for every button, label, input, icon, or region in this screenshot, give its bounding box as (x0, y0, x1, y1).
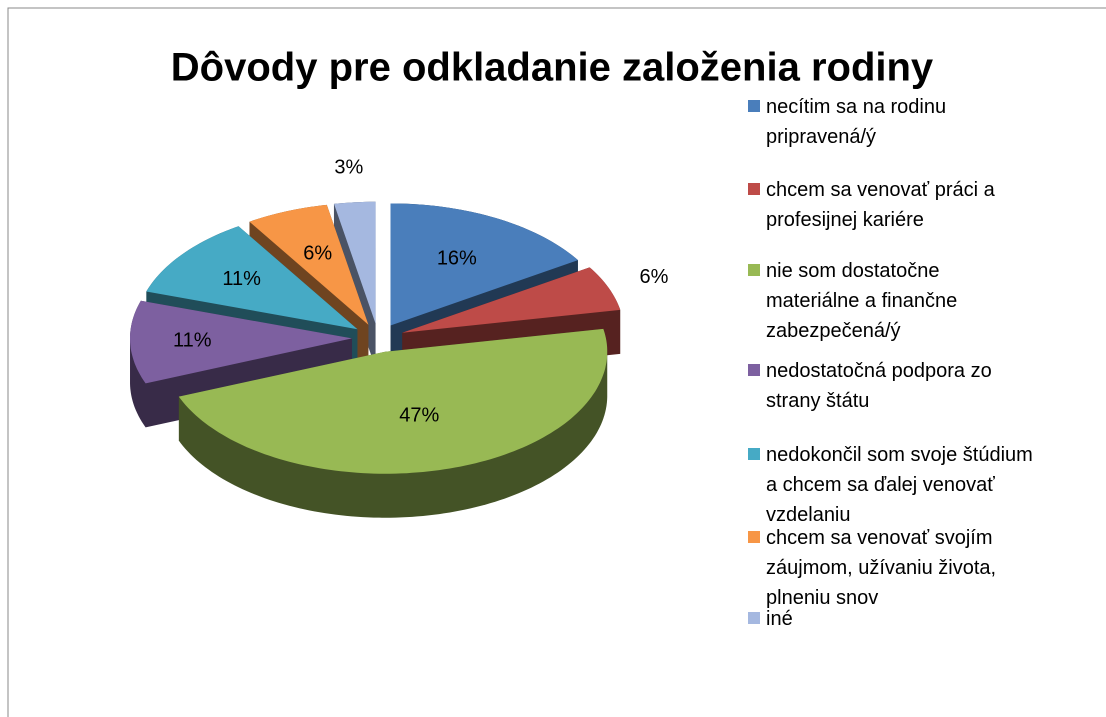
legend-item: necítim sa na rodinu pripravená/ý (748, 92, 1038, 152)
legend-label: chcem sa venovať svojím záujmom, užívani… (766, 527, 997, 609)
legend-label: iné (766, 608, 793, 630)
legend-item: nie som dostatočne materiálne a finančne… (748, 256, 1038, 346)
legend-swatch (748, 448, 760, 460)
legend-swatch (748, 183, 760, 195)
data-label: 6% (640, 266, 669, 288)
slice (390, 203, 578, 326)
legend-label: nedokončil som svoje štúdium a chcem sa … (766, 444, 1033, 526)
legend-label: nie som dostatočne materiálne a finančne… (766, 260, 958, 342)
legend-label: necítim sa na rodinu pripravená/ý (766, 96, 947, 148)
slice (146, 226, 358, 330)
chart-title: Dôvody pre odkladanie založenia rodiny (171, 46, 934, 90)
legend-item: nedokončil som svoje štúdium a chcem sa … (748, 440, 1038, 530)
legend-item: chcem sa venovať práci a profesijnej kar… (748, 175, 1038, 235)
slice (130, 300, 352, 384)
legend-swatch (748, 264, 760, 276)
slice (334, 201, 376, 324)
legend-swatch (748, 531, 760, 543)
pie: 16% 6% 47% 11% 11% 6% 3% (130, 157, 669, 518)
legend-label: nedostatočná podpora zo strany štátu (766, 360, 992, 412)
slice (249, 204, 369, 325)
legend-label: chcem sa venovať práci a profesijnej kar… (766, 179, 995, 231)
chart-border (7, 7, 1106, 717)
data-label: 47% (399, 404, 439, 426)
legend-swatch (748, 100, 760, 112)
data-label: 3% (334, 157, 363, 179)
legend-swatch (748, 364, 760, 376)
legend-item: iné (748, 604, 1038, 634)
legend-item: chcem sa venovať svojím záujmom, užívani… (748, 523, 1038, 613)
slice (178, 328, 608, 474)
legend-item: nedostatočná podpora zo strany štátu (748, 356, 1038, 416)
data-label: 6% (303, 243, 332, 265)
data-label: 11% (173, 329, 212, 351)
slice (402, 267, 621, 333)
data-label: 11% (222, 268, 261, 290)
legend-swatch (748, 612, 760, 624)
data-label: 16% (437, 247, 477, 269)
